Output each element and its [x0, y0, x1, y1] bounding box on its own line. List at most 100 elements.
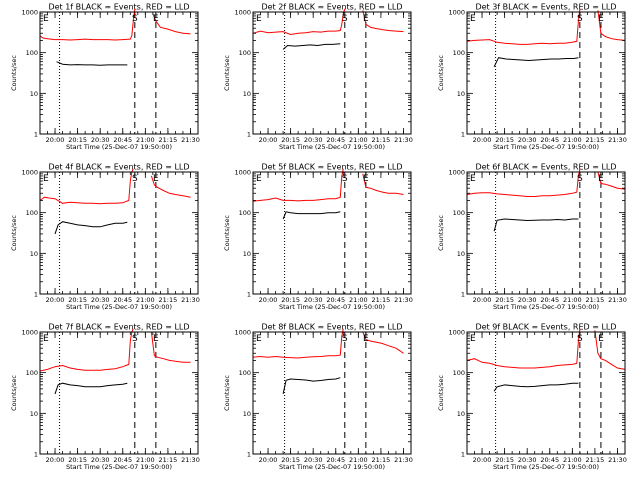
x-tick-label: 20:30: [91, 296, 110, 304]
panel-det-6: Det 6f BLACK = Events, RED = LLD 1 10 100 10…: [437, 163, 627, 312]
x-tick-label: 20:15: [68, 296, 87, 304]
event-marker-label: E: [470, 334, 476, 344]
event-marker-label: E: [43, 334, 49, 344]
x-axis-label: Start Time (25-Dec-07 19:50:00): [493, 143, 599, 151]
panel-title: Det 6f BLACK = Events, RED = LLD: [475, 163, 616, 172]
event-marker-label: S: [577, 174, 583, 184]
x-tick-label: 20:30: [518, 296, 537, 304]
x-tick-label: 21:15: [159, 136, 178, 144]
y-axis-label: Counts/sec: [10, 55, 18, 91]
y-tick-label: 10: [457, 90, 465, 98]
y-tick-label: 10: [457, 410, 465, 418]
lld-series-line: [39, 328, 134, 372]
x-tick-label: 20:15: [281, 296, 300, 304]
y-tick-label: 1: [34, 451, 38, 459]
panel-det-1: Det 1f BLACK = Events, RED = LLD 1 10 100 10…: [10, 3, 200, 152]
x-tick-label: 20:15: [281, 456, 300, 464]
y-tick-label: 1000: [448, 9, 465, 17]
x-tick-label: 20:30: [518, 456, 537, 464]
x-tick-label: 20:30: [91, 136, 110, 144]
x-tick-label: 20:00: [259, 136, 278, 144]
lld-series-line: [594, 330, 626, 370]
event-marker-label: E: [598, 174, 604, 184]
event-marker-label: S: [342, 334, 348, 344]
events-series-line: [54, 221, 128, 235]
x-tick-label: 21:00: [349, 296, 368, 304]
y-tick-label: 10: [457, 250, 465, 258]
event-marker-label: E: [598, 334, 604, 344]
lld-series-line: [466, 328, 581, 369]
y-tick-label: 1: [247, 131, 251, 139]
y-tick-label: 1000: [234, 169, 251, 177]
x-axis-label: Start Time (25-Dec-07 19:50:00): [493, 303, 599, 311]
plot-frame: [39, 11, 199, 135]
x-tick-label: 20:45: [113, 296, 132, 304]
y-tick-label: 1: [461, 131, 465, 139]
event-marker-label: E: [153, 174, 159, 184]
x-tick-label: 21:30: [394, 296, 413, 304]
plot-frame: [39, 171, 199, 295]
lld-series-line: [362, 331, 404, 354]
x-tick-label: 21:00: [349, 456, 368, 464]
lld-series-line: [466, 8, 581, 45]
events-series-line: [56, 61, 128, 66]
x-tick-label: 20:15: [495, 456, 514, 464]
x-tick-label: 20:45: [540, 296, 559, 304]
x-tick-label: 20:45: [540, 456, 559, 464]
lld-series-line: [252, 328, 344, 359]
y-tick-label: 100: [26, 209, 38, 217]
y-tick-label: 1000: [448, 329, 465, 337]
event-marker-label: S: [342, 174, 348, 184]
x-tick-label: 21:00: [563, 296, 582, 304]
plot-frame: [466, 331, 626, 455]
panel-det-3: Det 3f BLACK = Events, RED = LLD 1 10 100 10…: [437, 3, 627, 152]
x-tick-label: 21:15: [586, 456, 605, 464]
event-marker-label: E: [43, 174, 49, 184]
plot-frame: [466, 171, 626, 295]
y-tick-label: 1000: [21, 169, 38, 177]
event-marker-label: E: [598, 14, 604, 24]
event-marker-label: E: [470, 14, 476, 24]
event-marker-label: E: [256, 14, 262, 24]
y-tick-label: 100: [26, 49, 38, 57]
x-tick-label: 20:00: [473, 456, 492, 464]
lld-series-line: [362, 173, 404, 195]
plot-frame: [39, 331, 199, 455]
x-tick-label: 20:45: [540, 136, 559, 144]
x-axis-label: Start Time (25-Dec-07 19:50:00): [279, 303, 385, 311]
x-tick-label: 20:45: [326, 456, 345, 464]
y-tick-label: 100: [453, 49, 465, 57]
panel-title: Det 2f BLACK = Events, RED = LLD: [261, 3, 402, 12]
lld-series-line: [597, 171, 626, 190]
x-tick-label: 21:00: [563, 456, 582, 464]
x-axis-label: Start Time (25-Dec-07 19:50:00): [66, 303, 172, 311]
x-tick-label: 20:30: [91, 456, 110, 464]
panel-title: Det 8f BLACK = Events, RED = LLD: [261, 323, 402, 332]
lld-series-line: [152, 13, 191, 35]
events-series-line: [282, 211, 341, 220]
x-tick-label: 20:30: [304, 136, 323, 144]
event-marker-label: S: [342, 14, 348, 24]
x-tick-label: 21:30: [608, 456, 627, 464]
x-tick-label: 20:15: [68, 136, 87, 144]
panel-det-2: Det 2f BLACK = Events, RED = LLD 1 10 100 10…: [223, 3, 413, 152]
events-series-line: [282, 43, 341, 50]
lld-series-line: [252, 168, 344, 202]
x-axis-label: Start Time (25-Dec-07 19:50:00): [493, 463, 599, 471]
x-tick-label: 20:00: [46, 136, 65, 144]
event-marker-label: S: [132, 14, 138, 24]
y-tick-label: 10: [243, 410, 251, 418]
event-marker-label: S: [577, 334, 583, 344]
panel-det-4: Det 4f BLACK = Events, RED = LLD 1 10 100 10…: [10, 163, 200, 312]
x-tick-label: 20:30: [304, 456, 323, 464]
y-axis-label: Counts/sec: [223, 55, 231, 91]
y-axis-label: Counts/sec: [223, 375, 231, 411]
x-tick-label: 21:15: [159, 296, 178, 304]
events-series-line: [282, 377, 341, 395]
y-tick-label: 1000: [234, 9, 251, 17]
x-tick-label: 20:00: [259, 296, 278, 304]
plot-frame: [466, 11, 626, 135]
x-axis-label: Start Time (25-Dec-07 19:50:00): [279, 143, 385, 151]
panel-det-7: Det 7f BLACK = Events, RED = LLD 1 10 100 10…: [10, 323, 200, 472]
